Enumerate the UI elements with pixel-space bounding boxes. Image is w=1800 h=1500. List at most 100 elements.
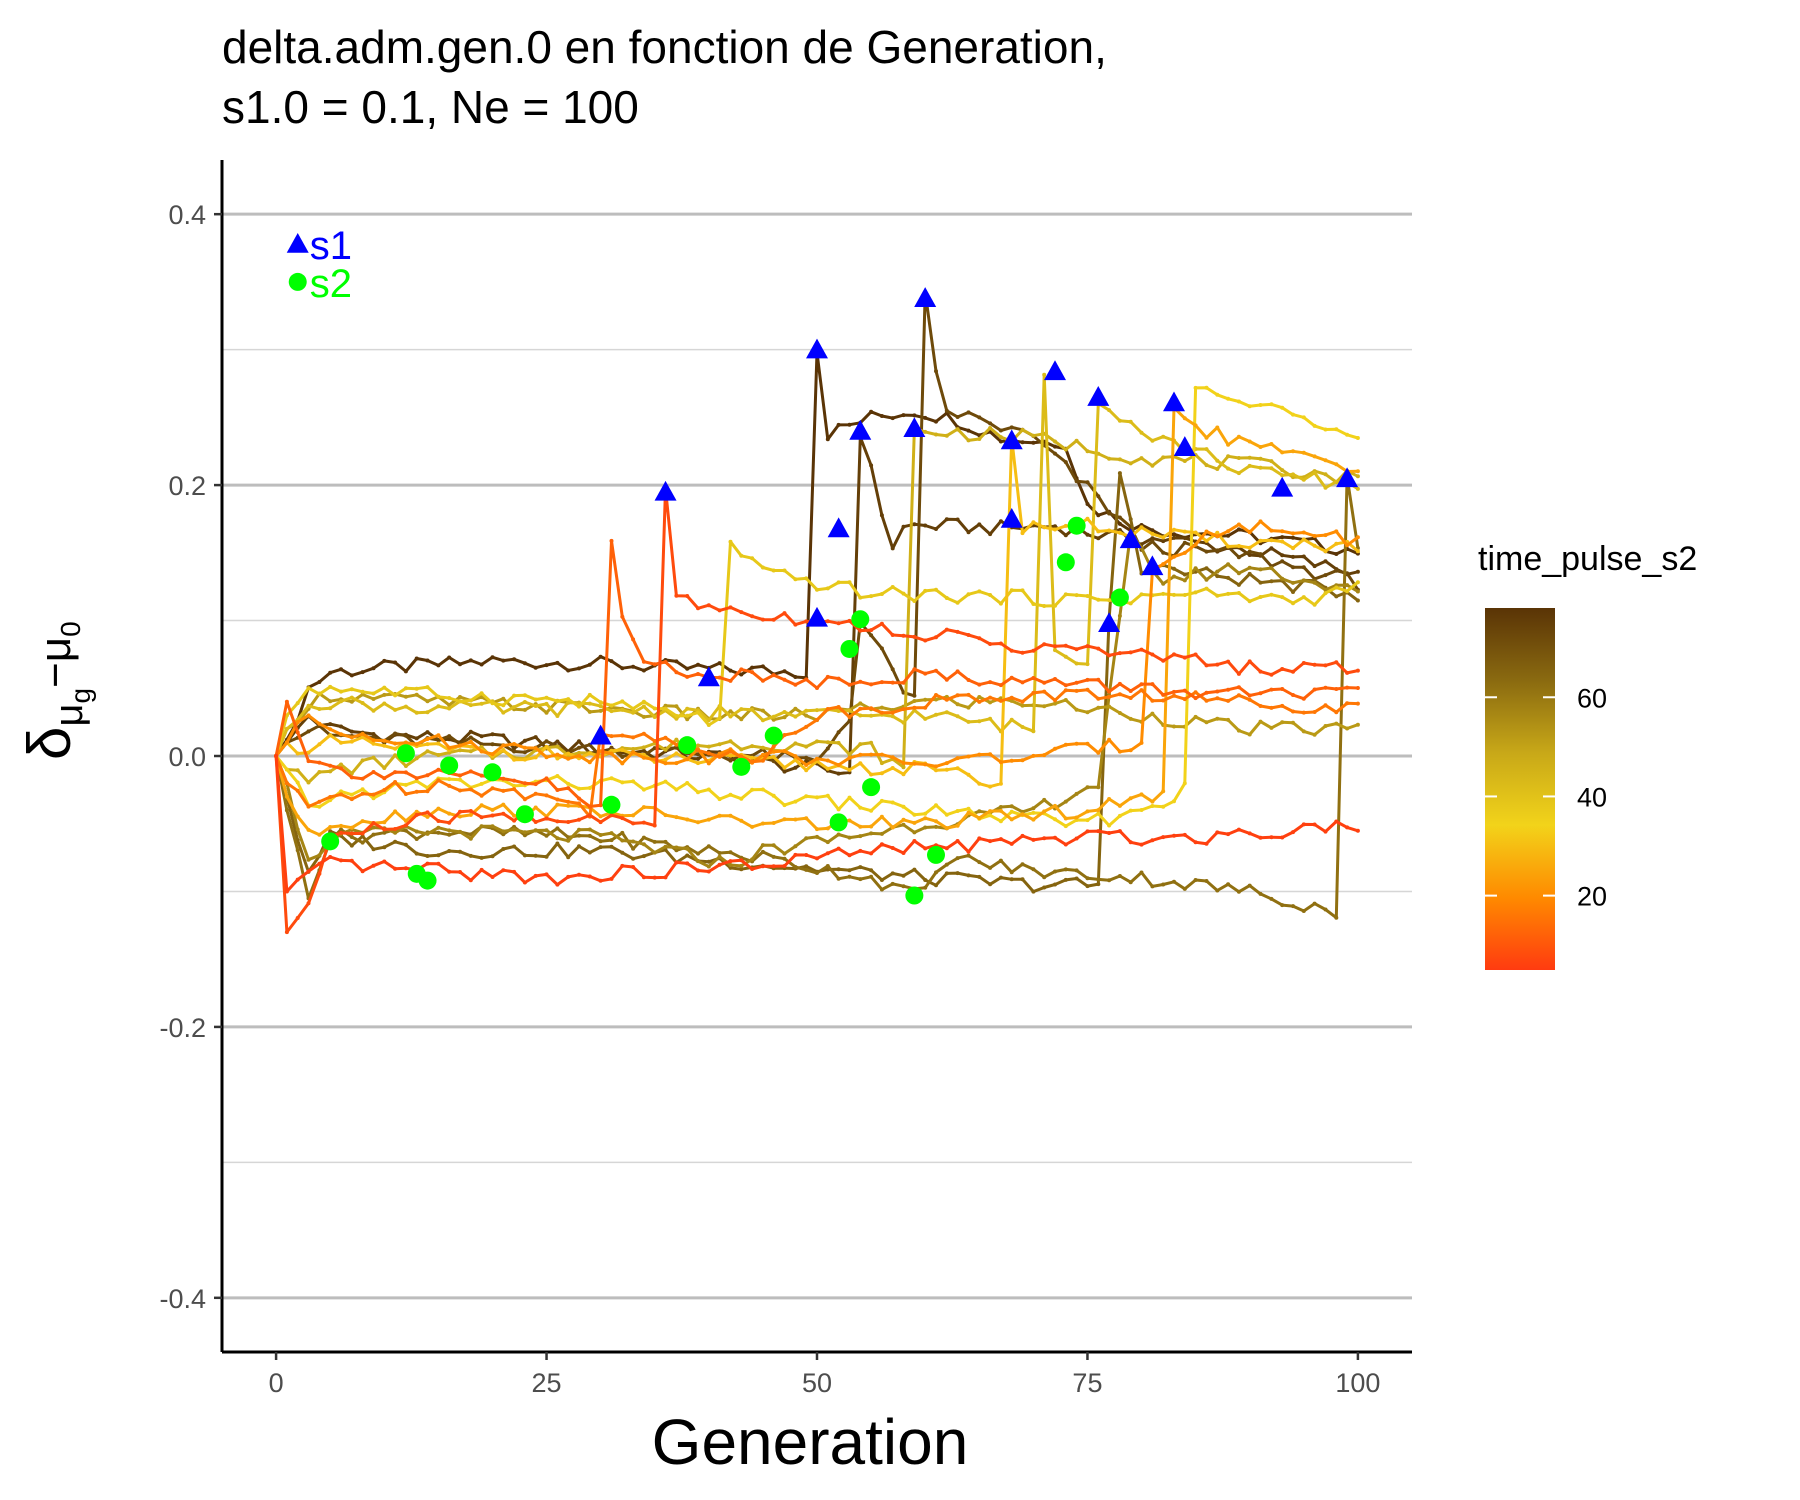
series-point [858,865,863,870]
series-point [728,758,733,763]
series-point [988,532,993,537]
series-point [1020,833,1025,838]
series-point [1258,519,1263,524]
series-point [1280,405,1285,410]
series-point [533,735,538,740]
s2-marker [440,756,459,775]
series-point [706,869,711,874]
series-point [1345,701,1350,706]
series-point [815,717,819,722]
series-point [1042,704,1047,709]
series-point [847,718,852,723]
series-point [912,830,917,835]
series-point [1172,799,1176,804]
series-point [1053,527,1057,532]
series-point [934,764,938,769]
series-point [869,808,874,813]
series-point [879,761,884,766]
series-point [479,691,484,696]
series-point [447,706,452,711]
series-point [1301,909,1306,913]
ylabel-minus-mu: −μ [31,637,80,688]
series-point [544,739,549,744]
series-point [674,737,679,742]
series-point [1107,831,1112,835]
series-point [847,868,852,873]
series-point [555,744,560,749]
series-point [1063,533,1068,538]
series-point [1128,461,1133,466]
series-point [555,826,560,831]
series-point [641,714,646,719]
series-point [1117,418,1122,423]
series-point [1236,685,1241,690]
series-point [879,887,884,892]
series-point [490,742,495,747]
series-point [1269,896,1274,901]
series-point [966,592,971,597]
series-point [1236,571,1241,576]
series-point [696,851,700,856]
series-point [977,437,982,441]
s1-marker [1000,507,1023,528]
series-point [912,634,917,639]
series-point [577,739,581,744]
series-point [847,767,852,772]
series-point [793,741,798,746]
series-point [1139,688,1144,693]
series-point [1053,644,1057,649]
series-point [382,859,387,864]
series-point [1204,720,1209,725]
series-point [782,769,787,774]
series-point [1215,530,1220,535]
series-point [944,677,949,682]
series-point [825,758,830,763]
series-point [966,438,971,443]
series-point [1096,529,1101,534]
series-point [1258,719,1263,724]
y-tick-label: -0.4 [159,1284,206,1314]
series-point [1074,661,1079,666]
series-point [555,756,560,761]
series-point [717,754,722,759]
series-point [631,706,636,711]
series-point [696,662,700,667]
series-point [728,850,733,855]
series-point [393,809,398,814]
series-point [403,764,408,768]
series-point [674,860,679,865]
series-point [306,713,311,718]
series-point [566,855,571,860]
series-point [360,731,365,736]
series-point [1009,877,1014,882]
series-point [1161,562,1166,567]
series-point [501,776,506,781]
series-point [652,706,657,711]
series-point [339,732,343,737]
series-point [1117,749,1122,754]
series-point [804,724,809,729]
series-point [793,799,798,804]
series-point [479,734,484,739]
series-point [869,682,874,687]
series-point [1323,458,1328,463]
series-point [706,844,711,849]
series-point [966,754,971,759]
series-point [641,835,646,840]
series-point [414,851,419,856]
series-point [652,850,657,855]
series-point [966,530,971,535]
series-point [696,756,700,761]
series-point [382,658,387,663]
series-point [1117,521,1122,526]
series-point [912,667,917,672]
series-point [1355,722,1360,727]
series-point [1096,494,1101,499]
series-point [522,700,527,704]
series-point [1053,869,1057,874]
series-point [284,781,289,786]
series-point [1031,753,1036,758]
series-point [414,686,419,691]
series-point [674,659,679,664]
series-point [1150,531,1155,536]
